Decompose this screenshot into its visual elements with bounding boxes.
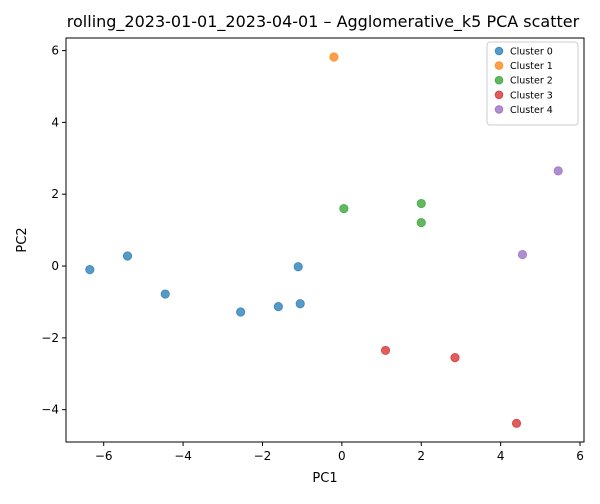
- legend: Cluster 0 Cluster 1 Cluster 2 Cluster 3 Clus…: [486, 41, 579, 126]
- y-tick-label: 0: [51, 259, 59, 273]
- legend-label-cluster-0: Cluster 0: [510, 47, 553, 58]
- legend-label-cluster-3: Cluster 3: [510, 90, 553, 101]
- y-tick-label: 6: [51, 44, 59, 58]
- data-point-cluster-0: [293, 262, 303, 272]
- x-tick-label: 0: [338, 449, 346, 463]
- data-point-cluster-0: [295, 299, 305, 309]
- data-point-cluster-4: [553, 166, 563, 176]
- x-axis: −6 −4 −2 0 2 4 6: [95, 442, 584, 463]
- y-tick-label: −2: [41, 331, 59, 345]
- y-tick-label: −4: [41, 403, 59, 417]
- legend-label-cluster-4: Cluster 4: [510, 105, 553, 116]
- points-layer: [85, 52, 563, 428]
- data-point-cluster-2: [416, 198, 426, 209]
- legend-box: [486, 41, 579, 126]
- x-tick-label: −4: [174, 449, 192, 463]
- legend-marker-cluster-2: [494, 75, 504, 85]
- data-point-cluster-0: [273, 302, 283, 312]
- legend-marker-cluster-1: [494, 61, 504, 70]
- data-point-cluster-3: [450, 353, 460, 363]
- x-tick-label: 4: [497, 449, 505, 463]
- x-tick-label: −2: [254, 449, 272, 463]
- data-point-cluster-0: [160, 289, 170, 299]
- data-point-cluster-2: [416, 217, 426, 228]
- legend-label-cluster-1: Cluster 1: [510, 61, 553, 72]
- data-point-cluster-2: [339, 203, 349, 214]
- legend-marker-cluster-3: [494, 90, 504, 100]
- plot-area-frame: [65, 37, 585, 443]
- data-point-cluster-0: [122, 251, 133, 261]
- data-point-cluster-1: [329, 52, 339, 62]
- chart-title: rolling_2023-01-01_2023-04-01 – Agglomer…: [67, 12, 580, 32]
- x-tick-label: 6: [576, 449, 584, 463]
- data-point-cluster-4: [517, 249, 528, 260]
- data-point-cluster-3: [511, 418, 522, 428]
- data-point-cluster-0: [236, 307, 246, 317]
- data-point-cluster-0: [85, 265, 95, 275]
- y-axis-label: PC2: [15, 227, 30, 252]
- y-tick-label: 4: [51, 115, 59, 129]
- y-axis: −4 −2 0 2 4 6: [41, 44, 66, 417]
- legend-label-cluster-2: Cluster 2: [510, 76, 553, 87]
- data-point-cluster-3: [380, 345, 391, 356]
- legend-marker-cluster-4: [494, 105, 504, 114]
- legend-marker-cluster-0: [494, 46, 504, 56]
- x-tick-label: −6: [95, 449, 113, 463]
- x-axis-label: PC1: [312, 471, 337, 486]
- y-tick-label: 2: [51, 187, 59, 201]
- x-tick-label: 2: [417, 449, 425, 463]
